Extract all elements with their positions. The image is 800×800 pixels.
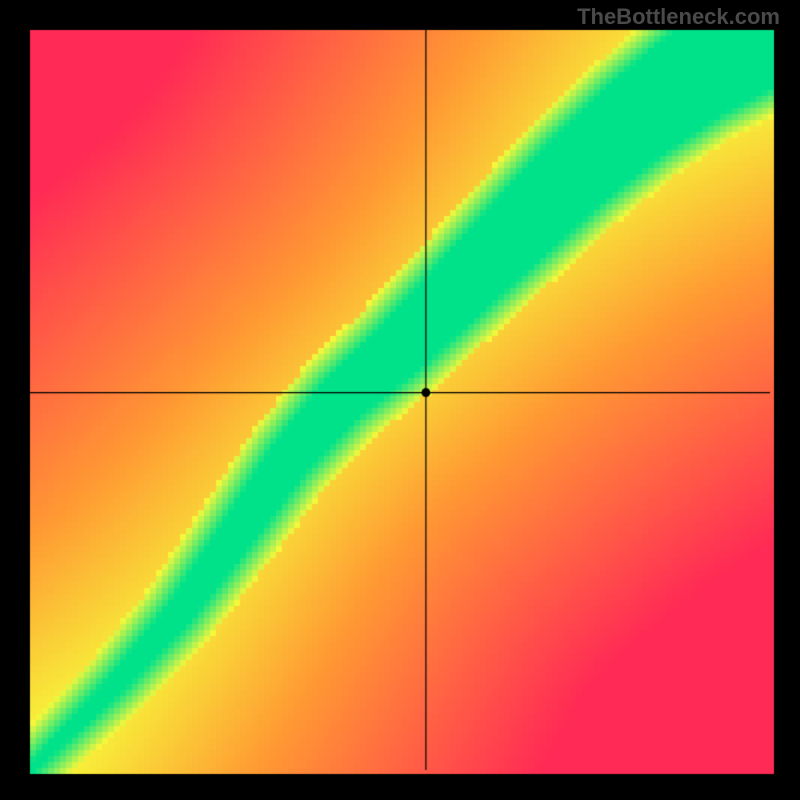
bottleneck-heatmap-canvas: [0, 0, 800, 800]
chart-container: TheBottleneck.com: [0, 0, 800, 800]
watermark-text: TheBottleneck.com: [577, 4, 780, 30]
